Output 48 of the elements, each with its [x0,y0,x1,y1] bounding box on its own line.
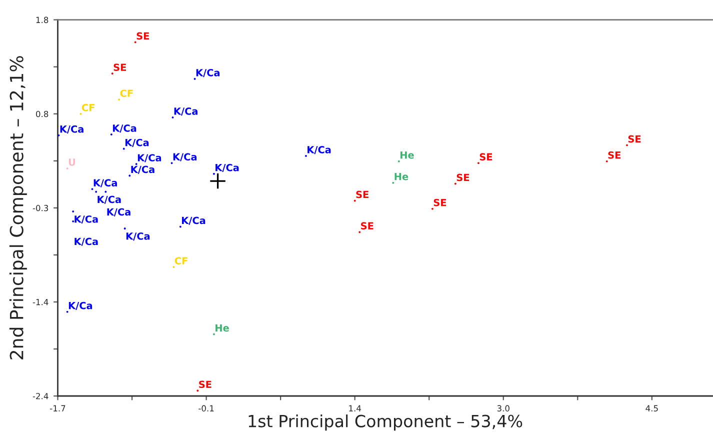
text: CF [82,104,94,112]
text: K/Ca [125,138,149,147]
y-axis-title: 2nd Principal Component – 12,1% [9,56,27,360]
text: CF [120,90,133,97]
text: K/Ca [138,154,162,162]
x-tick-label: 1.4 [349,405,361,412]
text: K/Ca [98,196,121,204]
series-label: K/Ca [173,153,197,162]
point [209,172,226,190]
text: K/Ca [131,166,154,174]
text: K/Ca [107,208,130,216]
text: K/Ca [174,108,198,116]
text: K/Ca [94,179,117,188]
text: K/Ca [113,124,136,133]
y-tick-label: 1.8 [36,16,48,24]
text: SE [356,190,368,198]
text: SE [628,135,641,143]
text: SE [608,151,620,159]
text: K/Ca [60,125,84,134]
x-tick-label: 3.0 [497,405,510,412]
series-label: He [216,324,229,332]
text: He [394,173,408,180]
text: K/Ca [68,302,92,310]
series-label: U [68,158,76,166]
text: SE [480,153,492,161]
x-tick-label: 4.5 [646,405,658,412]
text: K/Ca [182,216,206,225]
y-tick-label: -0.3 [32,204,48,212]
text: K/Ca [216,164,239,172]
text: SE [361,222,374,230]
y-tick-label: -2.4 [32,392,48,400]
series-label: CF [174,257,188,264]
text: He [400,152,414,159]
text: SE [456,174,470,182]
x-axis-title: 1st Principal Component – 53,4% [248,414,522,431]
y-tick-label: -1.4 [32,299,48,306]
series-label: SE [199,380,212,388]
text: SE [136,32,150,40]
text: K/Ca [74,238,98,246]
text: SE [114,64,126,71]
text: K/Ca [196,68,220,78]
text: K/Ca [308,146,331,154]
x-tick-label: -0.1 [198,405,214,412]
x-tick-label: -1.7 [50,405,66,412]
y-tick-label: 0.8 [36,110,48,118]
text: K/Ca [74,215,98,224]
text: SE [434,198,446,206]
text: K/Ca [126,232,150,241]
